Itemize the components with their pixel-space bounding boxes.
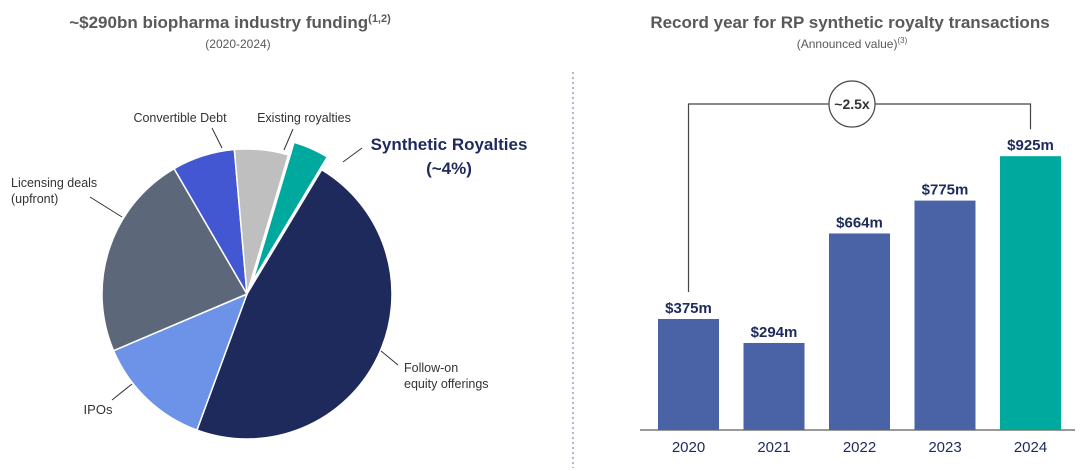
pie-slice-synthetic-royalties [251,141,329,282]
bar-value-label-2023: $775m [922,182,969,199]
bar-2021 [743,342,805,430]
pie-slice-licensing-deals-upfront [101,167,249,352]
x-tick-label-2024: 2024 [1014,439,1047,456]
pie-leader-convertible-debt [211,127,223,149]
pie-label-ipos: IPOs [84,402,113,417]
bar-2020 [658,319,719,430]
bar-2022 [829,233,890,430]
bar-2024 [1000,156,1061,430]
pie-subtitle: (2020-2024) [205,37,270,51]
bar-subtitle: (Announced value)(3) [797,36,908,51]
x-tick-label-2022: 2022 [843,439,876,456]
pie-label-follow-on: Follow-on equity offerings [404,361,489,391]
pie-slice-ipos [112,292,249,432]
bar-2023 [914,200,976,430]
growth-circle [828,80,876,128]
growth-label: ~2.5x [834,96,870,112]
pie-slice-follow-on-equity-offerings [195,168,393,440]
growth-bracket: ~2.5x [687,80,1032,292]
bar-value-label-2020: $375m [665,300,712,317]
bar-value-label-2022: $664m [836,214,883,231]
pie-label-convertible-debt: Convertible Debt [133,111,227,125]
pie-label-licensing-deals: Licensing deals (upfront) [11,176,101,206]
pie-labels: Convertible Debt Existing royalties Synt… [11,111,527,417]
bar-value-label-2024: $925m [1007,137,1054,154]
pie-chart [101,141,393,440]
pie-leader-synthetic-royalties [342,147,363,163]
x-tick-label-2020: 2020 [672,439,705,456]
pie-leader-follow-on [380,350,399,366]
pie-leader-existing-royalties [283,128,294,151]
pie-slice-existing-royalties [233,148,290,295]
x-tick-label-2023: 2023 [928,439,961,456]
bracket-line [687,103,1032,292]
pie-leader-ipos [111,383,133,401]
bar-chart: $375m 2020 $294m 2021 $664m 2022 $775m 2023 $925… [640,137,1075,456]
pie-label-synthetic-royalties-pct: (~4%) [426,159,472,178]
bar-title: Record year for RP synthetic royalty tra… [650,13,1049,32]
x-tick-label-2021: 2021 [757,439,790,456]
pie-label-existing-royalties: Existing royalties [257,111,351,125]
bar-value-label-2021: $294m [751,324,798,341]
pie-leader-licensing-deals [89,196,123,218]
pie-label-synthetic-royalties: Synthetic Royalties [371,135,528,154]
pie-title: ~$290bn biopharma industry funding(1,2) [69,13,391,32]
